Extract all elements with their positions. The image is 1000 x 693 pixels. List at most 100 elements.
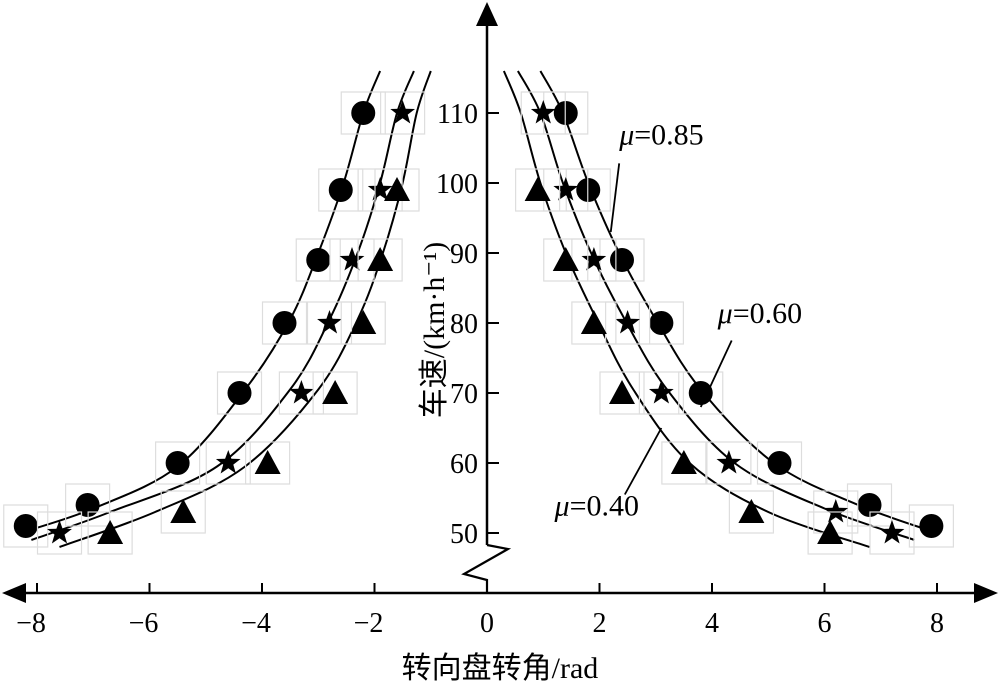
triangle-marker: [254, 450, 281, 474]
marker-frame: [3, 504, 49, 548]
marker-frame: [638, 301, 684, 345]
circle-marker: [272, 311, 297, 335]
star-marker: [390, 100, 415, 124]
star-marker: [823, 499, 849, 523]
circle-marker: [328, 178, 353, 202]
marker-frame: [374, 168, 420, 212]
triangle-marker: [170, 499, 197, 523]
x-axis-left-arrow: [2, 583, 26, 603]
marker-frame: [205, 441, 251, 485]
star-marker: [339, 247, 365, 271]
marker-frame: [908, 504, 954, 548]
y-tick-label: 100: [436, 169, 478, 200]
marker-frame: [638, 371, 684, 415]
x-tick-label: 0: [480, 608, 494, 639]
circle-marker: [227, 381, 252, 405]
marker-frame: [318, 168, 364, 212]
y-tick-label: 70: [450, 379, 478, 410]
marker-frame: [661, 441, 707, 485]
circle-marker: [919, 514, 944, 538]
x-tick-label: −4: [241, 608, 271, 639]
fit-curve-triangle-left: [59, 70, 432, 548]
marker-frame: [278, 371, 324, 415]
marker-frame: [543, 238, 589, 282]
circle-marker: [75, 493, 100, 517]
x-tick-label: 4: [705, 608, 719, 639]
circle-marker: [767, 451, 792, 475]
y-tick-label: 90: [450, 239, 478, 270]
y-tick-label: 110: [437, 99, 478, 130]
triangle-marker: [738, 499, 765, 523]
marker-frame: [380, 91, 426, 135]
y-tick-label: 80: [450, 309, 478, 340]
triangle-marker: [670, 450, 697, 474]
ticks: −8 −6 −4 −2 0 2 4 6 8 50 60 70 80 90 100 110: [16, 99, 944, 639]
x-tick-label: −2: [354, 608, 384, 639]
fitted-curves: [19, 70, 938, 548]
marker-frame: [520, 91, 566, 135]
circle-marker: [649, 311, 674, 335]
star-marker: [615, 310, 640, 334]
y-axis-arrow: [476, 2, 498, 26]
marker-frame: [340, 301, 386, 345]
triangle-marker: [350, 310, 377, 334]
x-tick-label: 8: [930, 608, 944, 639]
x-axis-right-arrow: [974, 583, 998, 603]
x-tick-label: −6: [129, 608, 159, 639]
curve-annotations: μ=0.85 μ=0.60 μ=0.40: [554, 119, 803, 523]
star-marker: [215, 450, 241, 474]
y-tick-label: 60: [450, 449, 478, 480]
star-marker: [289, 380, 314, 404]
marker-frame: [261, 301, 308, 345]
x-tick-label: 6: [818, 608, 832, 639]
marker-frame: [807, 511, 853, 555]
y-axis-title: 车速/(km·h⁻¹): [418, 242, 451, 418]
marker-frame: [756, 441, 803, 485]
marker-frame: [312, 371, 358, 415]
marker-frame: [869, 511, 915, 555]
annotation-leader-line: [699, 340, 733, 408]
marker-frame: [515, 168, 561, 212]
star-marker: [581, 247, 607, 271]
star-marker: [530, 100, 556, 124]
triangle-marker: [384, 177, 410, 201]
triangle-marker: [552, 247, 579, 271]
marker-frame: [87, 511, 133, 555]
triangle-marker: [367, 247, 394, 271]
circle-marker: [610, 248, 634, 272]
star-marker: [553, 177, 579, 201]
marker-frame: [571, 301, 617, 345]
fit-curve-star-right: [517, 70, 915, 541]
marker-frame: [706, 441, 752, 485]
marker-frame: [295, 238, 341, 282]
circle-marker: [13, 514, 38, 538]
triangle-marker: [524, 177, 551, 201]
marker-frame: [36, 511, 83, 555]
marker-frame: [155, 441, 201, 485]
star-marker: [716, 450, 742, 474]
annotation-leader-line: [624, 427, 663, 495]
star-marker: [879, 520, 905, 544]
x-axis-title: 转向盘转角/rad: [402, 652, 599, 685]
marker-frame: [306, 301, 353, 345]
marker-frame: [605, 301, 651, 345]
marker-frame: [599, 371, 645, 415]
marker-frame: [340, 91, 386, 135]
triangle-marker: [609, 380, 635, 404]
star-marker: [367, 177, 393, 201]
annotation-leader-line: [609, 163, 621, 233]
data-points: [3, 91, 954, 555]
annotation-label: μ=0.40: [554, 490, 639, 523]
annotation-label: μ=0.85: [618, 119, 703, 152]
circle-marker: [165, 451, 190, 475]
marker-frame: [728, 490, 774, 534]
x-tick-label: 2: [593, 608, 607, 639]
marker-frame: [357, 238, 403, 282]
marker-frame: [245, 441, 291, 485]
circle-marker: [306, 248, 331, 272]
circle-marker: [857, 493, 882, 517]
annotation-label: μ=0.60: [717, 297, 802, 330]
triangle-marker: [322, 380, 349, 404]
